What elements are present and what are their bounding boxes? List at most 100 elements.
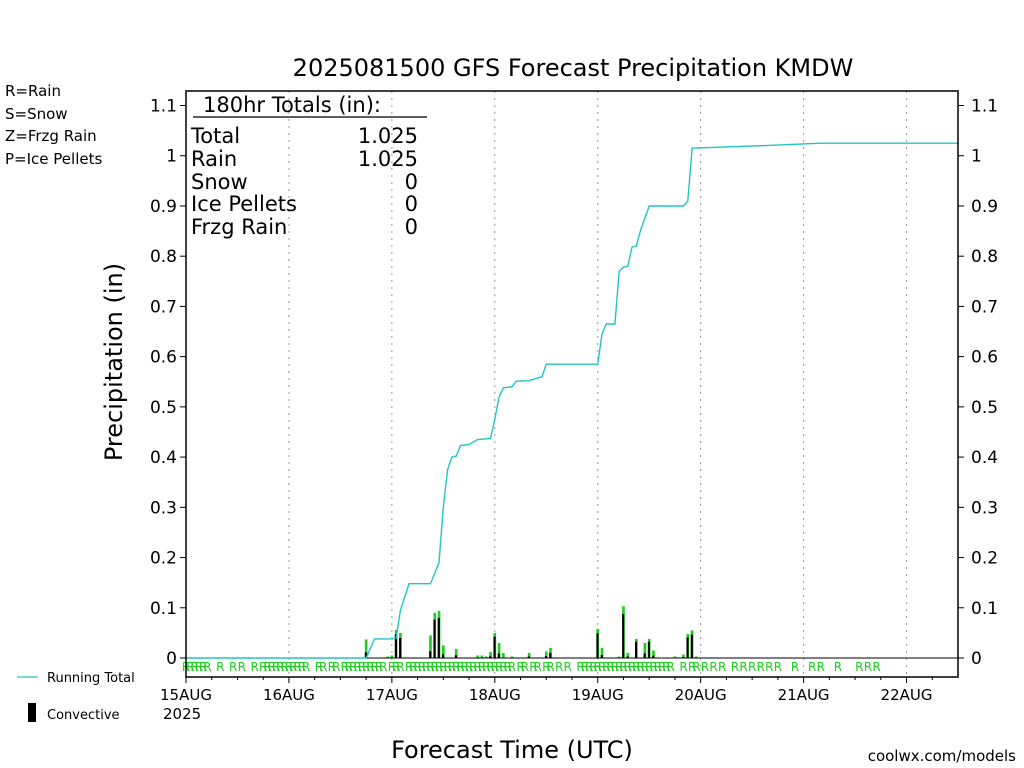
precip-bar <box>510 656 514 658</box>
y-tick-label-left: 0.7 <box>150 297 177 317</box>
ptype-marker: R <box>679 660 687 674</box>
y-tick-label-left: 1 <box>166 147 177 167</box>
ptype-marker: R <box>452 660 460 674</box>
x-tick-label: 22AUG <box>881 686 933 704</box>
convective-bar <box>433 619 436 658</box>
y-tick-label-right: 1 <box>971 147 982 167</box>
ptype-marker: R <box>765 660 773 674</box>
y-axis-label: Precipitation (in) <box>100 263 128 461</box>
ptype-marker: R <box>555 660 563 674</box>
y-tick-label-right: 0.7 <box>971 297 998 317</box>
ptype-marker: R <box>328 660 336 674</box>
totals-snow-label: Snow <box>191 170 248 194</box>
ptype-marker: R <box>238 660 246 674</box>
convective-bar <box>394 634 397 658</box>
ptype-marker: R <box>405 660 413 674</box>
axes <box>185 90 959 678</box>
ptype-marker: R <box>585 660 593 674</box>
precip-bar <box>454 648 458 658</box>
plot-frame <box>185 90 959 678</box>
ptype-marker: R <box>319 660 327 674</box>
y-tick-label-left: 0.2 <box>150 549 177 569</box>
ptype-marker: R <box>332 660 340 674</box>
ptype-marker: R <box>491 660 499 674</box>
y-tick-label-right: 0.9 <box>971 197 998 217</box>
totals-ice-label: Ice Pellets <box>191 192 297 216</box>
running-total-layer <box>186 142 958 659</box>
ptype-marker: R <box>461 660 469 674</box>
precip-bar <box>617 656 621 658</box>
ptype-marker: R <box>190 660 198 674</box>
y-tick-label-left: 0.1 <box>150 599 177 619</box>
x-tick-label: 15AUG <box>160 686 212 704</box>
convective-bar <box>686 637 689 658</box>
convective-bar <box>527 656 530 658</box>
totals-rain-label: Rain <box>191 147 237 171</box>
y-tick-label-left: 0.8 <box>150 247 177 267</box>
convective-bar <box>690 634 693 658</box>
ptype-marker: R <box>203 660 211 674</box>
ptype-marker: R <box>564 660 572 674</box>
precip-bar <box>626 652 630 658</box>
ptype-marker: R <box>443 660 451 674</box>
x-ticks: 15AUG 16AUG 17AUG 18AUG 19AUG 20AUG 21AUG 22AUG <box>160 677 933 704</box>
ptype-marker: R <box>636 660 644 674</box>
ptype-marker: R <box>731 660 739 674</box>
legend-ice-pellets: P=Ice Pellets <box>5 150 102 168</box>
ptype-marker: R <box>658 660 666 674</box>
ptype-marker: R <box>606 660 614 674</box>
y-tick-label-left: 0 <box>166 649 177 669</box>
ptype-marker: R <box>469 660 477 674</box>
ptype-marker: R <box>263 660 271 674</box>
ptype-marker: R <box>298 660 306 674</box>
ptype-marker: R <box>293 660 301 674</box>
precip-bar <box>489 651 492 658</box>
ptype-marker: R <box>345 660 353 674</box>
ptype-marker: R <box>718 660 726 674</box>
year-label: 2025 <box>163 705 201 723</box>
ptype-marker: R <box>349 660 357 674</box>
ptype-marker: R <box>358 660 366 674</box>
bars <box>186 606 958 659</box>
ptype-marker: R <box>229 660 237 674</box>
y-ticks: 0 00.1 0.10.2 0.20.3 0.30.4 0.40.5 0.50.6 0.60.… <box>150 97 998 670</box>
precip-bar <box>429 635 432 658</box>
ptype-marker: R <box>688 660 696 674</box>
totals-header: 180hr Totals (in): <box>203 93 381 117</box>
totals-frzg-value: 0 <box>405 215 418 239</box>
convective-bar <box>622 614 625 658</box>
ptype-marker: R <box>276 660 284 674</box>
ptype-marker: R <box>362 660 370 674</box>
ptype-marker: R <box>864 660 872 674</box>
ptype-marker: R <box>456 660 464 674</box>
totals-total-value: 1.025 <box>358 124 418 148</box>
ptype-marker: R <box>503 660 511 674</box>
ptype-marker: R <box>478 660 486 674</box>
ptype-marker: R <box>353 660 361 674</box>
ptype-marker: R <box>499 660 507 674</box>
ptype-marker: R <box>418 660 426 674</box>
ptype-marker: R <box>431 660 439 674</box>
convective-bar <box>643 653 646 658</box>
precip-bar <box>527 652 531 658</box>
ptype-marker: R <box>546 660 554 674</box>
ptype-marker: R <box>302 660 310 674</box>
convective-bar <box>493 636 496 658</box>
legend-convective: Convective <box>47 708 120 723</box>
running-total-line <box>186 142 958 659</box>
ptype-marker: R <box>641 660 649 674</box>
ptype-marker: R <box>465 660 473 674</box>
y-tick-label-left: 1.1 <box>150 97 177 117</box>
ptype-marker: R <box>808 660 816 674</box>
ptype-marker: R <box>272 660 280 674</box>
ptype-marker: R <box>289 660 297 674</box>
y-tick-label-right: 0 <box>971 649 982 669</box>
convective-bar <box>399 637 402 658</box>
y-tick-label-left: 0.4 <box>150 448 177 468</box>
ptype-marker: R <box>280 660 288 674</box>
ptype-marker: R <box>774 660 782 674</box>
ptype-marker: R <box>834 660 842 674</box>
ptype-marker: R <box>628 660 636 674</box>
series-legend: Running Total Convective <box>17 671 135 723</box>
precip-bar <box>652 650 655 658</box>
